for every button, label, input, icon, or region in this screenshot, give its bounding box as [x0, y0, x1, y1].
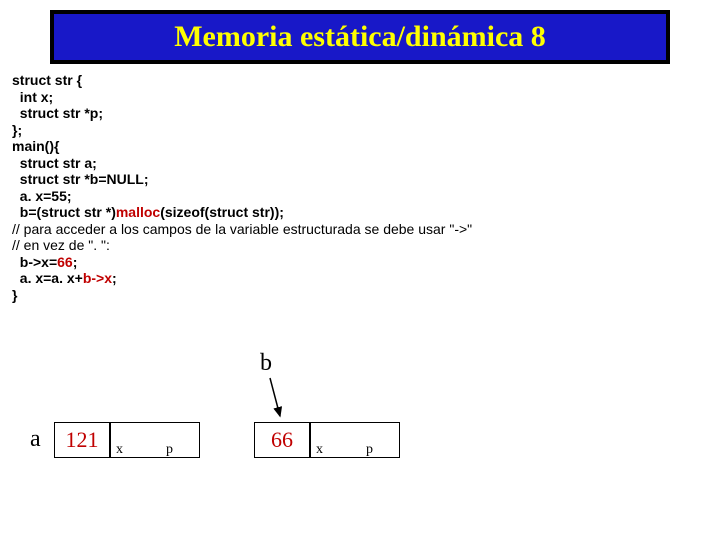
code-l5: main(){: [12, 138, 59, 154]
comment-1: // para acceder a los campos de la varia…: [12, 221, 472, 237]
code-l2: int x;: [12, 89, 53, 105]
box-a-sub-x: x: [116, 442, 123, 458]
memory-diagram: b a 121 x p 66 x p: [0, 340, 720, 540]
box-b-right: [310, 422, 400, 458]
code-l12: }: [12, 287, 17, 303]
box-a-right: [110, 422, 200, 458]
code-l10b: 66: [57, 254, 73, 270]
code-l11b: b->x: [83, 270, 112, 286]
code-l11a: a. x=a. x+: [12, 270, 83, 286]
box-a-left: 121: [54, 422, 110, 458]
code-l6: struct str a;: [12, 155, 97, 171]
label-a: a: [30, 426, 41, 453]
code-l4: };: [12, 122, 22, 138]
box-a-value: 121: [66, 427, 99, 453]
code-l11c: ;: [112, 270, 117, 286]
code-l10a: b->x=: [12, 254, 57, 270]
code-l1: struct str {: [12, 72, 82, 88]
code-l7: struct str *b=NULL;: [12, 171, 149, 187]
code-block: struct str { int x; struct str *p; }; ma…: [12, 72, 720, 303]
code-l9b: malloc: [116, 204, 160, 220]
code-l9c: (sizeof(struct str));: [160, 204, 284, 220]
box-a-sub-p: p: [166, 442, 173, 458]
page-title: Memoria estática/dinámica 8: [174, 20, 546, 53]
comment-2: // en vez de ". ":: [12, 237, 110, 253]
code-l8: a. x=55;: [12, 188, 72, 204]
title-bar: Memoria estática/dinámica 8: [50, 10, 670, 64]
code-l10c: ;: [73, 254, 78, 270]
box-b-left: 66: [254, 422, 310, 458]
code-l9a: b=(struct str *): [12, 204, 116, 220]
box-b-sub-p: p: [366, 442, 373, 458]
box-b-value: 66: [271, 427, 293, 453]
arrow-b: [250, 360, 310, 430]
code-l3: struct str *p;: [12, 105, 103, 121]
box-b-sub-x: x: [316, 442, 323, 458]
